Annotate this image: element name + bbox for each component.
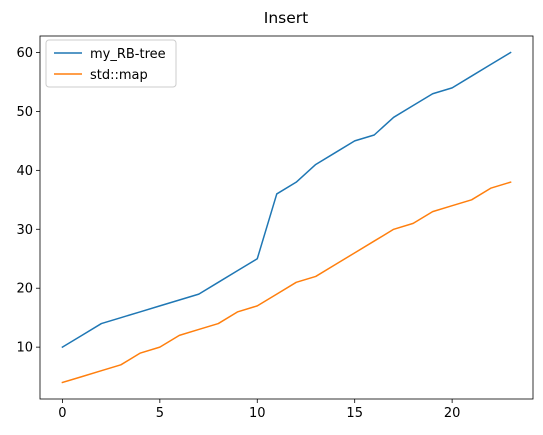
x-tick-label: 20 xyxy=(444,406,461,421)
legend-label-1: std::map xyxy=(90,68,148,83)
legend: my_RB-tree std::map xyxy=(45,39,177,88)
y-tick-label: 60 xyxy=(16,46,33,61)
y-tick-label: 10 xyxy=(16,341,33,356)
legend-box xyxy=(45,39,177,88)
x-tick-label: 10 xyxy=(249,406,266,421)
plot-area xyxy=(40,36,533,399)
legend-label-0: my_RB-tree xyxy=(90,47,166,62)
x-tick-label: 5 xyxy=(156,406,164,421)
y-tick-label: 30 xyxy=(16,223,33,238)
series-line-1 xyxy=(61,181,512,384)
y-tick-label: 40 xyxy=(16,164,33,179)
tick-layer: 0 5 10 15 20 10 20 30 40 50 60 xyxy=(16,46,460,421)
plot-frame xyxy=(39,35,534,400)
chart-title: Insert xyxy=(264,9,308,27)
x-tick-label: 0 xyxy=(58,406,66,421)
series-layer xyxy=(61,51,512,384)
y-tick-label: 20 xyxy=(16,282,33,297)
x-tick-label: 15 xyxy=(346,406,363,421)
y-tick-label: 50 xyxy=(16,105,33,120)
series-line-0 xyxy=(61,51,512,349)
